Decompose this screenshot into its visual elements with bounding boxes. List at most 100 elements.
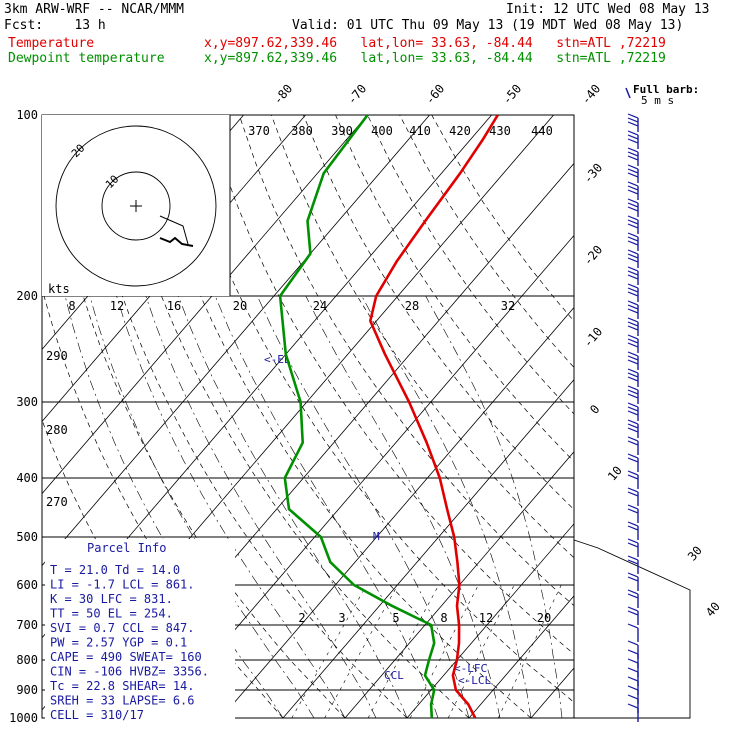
theta-label: 440: [531, 124, 553, 138]
wind-barb-flag: [627, 240, 639, 246]
dry-adiabat-line: [335, 115, 574, 463]
dry-adiabat-line: [46, 115, 346, 718]
isotherm-label: 10: [605, 463, 625, 483]
wind-barb-flag: [627, 491, 639, 497]
wind-barb-flag: [627, 164, 639, 170]
wind-barb-flag: [627, 236, 639, 242]
inset-speed-label: 20: [233, 299, 247, 313]
wind-barb-flag: [627, 274, 639, 280]
wind-barb-flag: [627, 270, 639, 276]
wind-barb-flag: [627, 117, 639, 123]
theta-label: 370: [248, 124, 270, 138]
wind-barb-flag: [627, 351, 639, 357]
isotherm-line: [406, 523, 574, 718]
mixing-ratio-label: 3: [338, 611, 345, 625]
wind-barb-flag: [627, 249, 639, 255]
hodograph-ring-inner: [101, 171, 171, 241]
wind-barb-flag: [627, 130, 639, 136]
init-time: Init: 12 UTC Wed 08 May 13: [506, 2, 710, 17]
wind-barb-flag: [627, 185, 639, 191]
parcel-info-row: SREH = 33 LAPSE= 6.6: [50, 694, 195, 708]
m-marker: M: [373, 530, 380, 543]
wind-barb-flag: [627, 576, 639, 582]
isotherm-line: [655, 115, 740, 718]
hodograph-trace: [159, 215, 189, 245]
isotherm-label: -80: [271, 82, 296, 108]
wind-barbs: Full barb:5 m s: [625, 83, 699, 722]
wind-barb-flag: [627, 147, 639, 153]
hodograph-ring-outer: [55, 125, 217, 287]
wind-barb-flag: [627, 113, 639, 119]
wind-barb-flag: [627, 703, 639, 709]
wind-barb-flag: [627, 172, 639, 178]
isotherm-label: -70: [345, 82, 370, 108]
parcel-info-row: T = 21.0 Td = 14.0: [50, 563, 180, 577]
mixing-ratio-line: [498, 584, 562, 718]
isotherm-label: -60: [423, 82, 448, 108]
isotherm-label: -10: [581, 325, 606, 351]
wind-barb-flag: [627, 151, 639, 157]
temperature-trace: [369, 115, 499, 718]
wind-barb-flag: [627, 215, 639, 221]
barb-legend-units: 5 m s: [641, 94, 674, 107]
pressure-tick-label: 300: [16, 395, 38, 409]
wind-barb-flag: [627, 440, 639, 446]
wind-barb-flag: [627, 559, 639, 565]
wind-barb-flag: [627, 593, 639, 599]
wind-barb-flag: [627, 685, 639, 691]
wind-barb-flag: [627, 138, 639, 144]
wind-barb-flag: [627, 410, 639, 416]
wind-barb-flag: [627, 474, 639, 480]
wind-barb-flag: [627, 219, 639, 225]
wind-barb-flag: [627, 198, 639, 204]
isotherm-line: [468, 595, 574, 718]
inset-speed-label: 28: [405, 299, 419, 313]
pressure-tick-label: 900: [16, 683, 38, 697]
pressure-tick-label: 1000: [9, 711, 38, 725]
wind-barb-flag: [627, 676, 639, 682]
wind-barb-flag: [627, 334, 639, 340]
left-theta-label: 290: [46, 349, 68, 363]
inset-speed-label: 8: [68, 299, 75, 313]
wind-barb-flag: [627, 589, 639, 595]
left-theta-label: 270: [46, 495, 68, 509]
parcel-info-row: CIN = -106 HVBZ= 3356.: [50, 665, 209, 679]
wind-barb-flag: [627, 470, 639, 476]
wind-barb-flag: [627, 504, 639, 510]
dry-adiabat-line: [78, 115, 408, 718]
parcel-info-box: Parcel Info T = 21.0 Td = 14.0LI = -1.7 L…: [45, 539, 235, 722]
plot-frame: [41, 114, 575, 719]
wind-barb-flag: [627, 453, 639, 459]
wind-barb-flag: [627, 385, 639, 391]
isotherm-label: 0: [587, 402, 602, 417]
temperature-location: x,y=897.62,339.46 lat,lon= 33.63, -84.44…: [204, 36, 666, 51]
wind-barb-flag: [627, 155, 639, 161]
wind-barb-flag: [627, 317, 639, 323]
wind-barb-flag: [627, 572, 639, 578]
wind-barb-flag: [627, 538, 639, 544]
wind-barb-flag: [627, 342, 639, 348]
wind-barb-flag: [627, 257, 639, 263]
ccl-marker: CCL: [384, 669, 404, 682]
wind-barb-flag: [627, 606, 639, 612]
wind-barb-flag: [627, 181, 639, 187]
pressure-tick-label: 500: [16, 530, 38, 544]
parcel-info-row: Tc = 22.8 SHEAR= 14.: [50, 679, 195, 693]
isotherm-line: [42, 115, 368, 495]
left-theta-label: 280: [46, 423, 68, 437]
wind-barb-flag: [627, 338, 639, 344]
wind-barb-flag: [627, 206, 639, 212]
inset-speed-label: 24: [313, 299, 327, 313]
el-marker: <-EL: [264, 353, 291, 366]
lcl-marker: <-LCL: [458, 674, 491, 687]
parcel-info-row: CAPE = 490 SWEAT= 160: [50, 650, 202, 664]
wind-barb-flag: [627, 368, 639, 374]
theta-label: 390: [331, 124, 353, 138]
wind-barb-flag: [627, 202, 639, 208]
theta-label: 410: [409, 124, 431, 138]
mixing-ratio-label: 5: [392, 611, 399, 625]
wind-barb-flag: [627, 168, 639, 174]
wind-barb-flag: [627, 266, 639, 272]
wind-barb-flag: [627, 521, 639, 527]
